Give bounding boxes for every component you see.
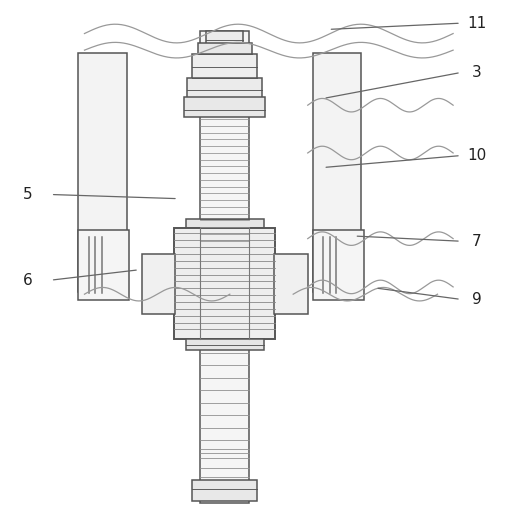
Bar bbox=[186, 220, 264, 231]
Bar bbox=[206, 31, 243, 46]
Bar bbox=[78, 230, 129, 300]
Text: 6: 6 bbox=[22, 272, 32, 288]
Bar bbox=[313, 230, 364, 300]
Bar bbox=[141, 254, 175, 314]
Bar bbox=[174, 228, 275, 339]
Text: 3: 3 bbox=[471, 65, 481, 80]
Bar bbox=[200, 31, 249, 504]
Bar bbox=[78, 53, 126, 292]
Bar bbox=[193, 54, 257, 79]
Text: 7: 7 bbox=[472, 234, 481, 249]
Bar bbox=[198, 43, 252, 57]
Bar bbox=[184, 97, 265, 117]
Text: 10: 10 bbox=[467, 148, 486, 163]
Bar bbox=[186, 339, 264, 350]
Bar bbox=[193, 480, 257, 501]
Bar bbox=[187, 78, 262, 100]
Bar bbox=[274, 254, 308, 314]
Bar bbox=[313, 53, 361, 292]
Text: 11: 11 bbox=[467, 16, 486, 31]
Text: 9: 9 bbox=[471, 292, 481, 307]
Text: 5: 5 bbox=[22, 187, 32, 202]
